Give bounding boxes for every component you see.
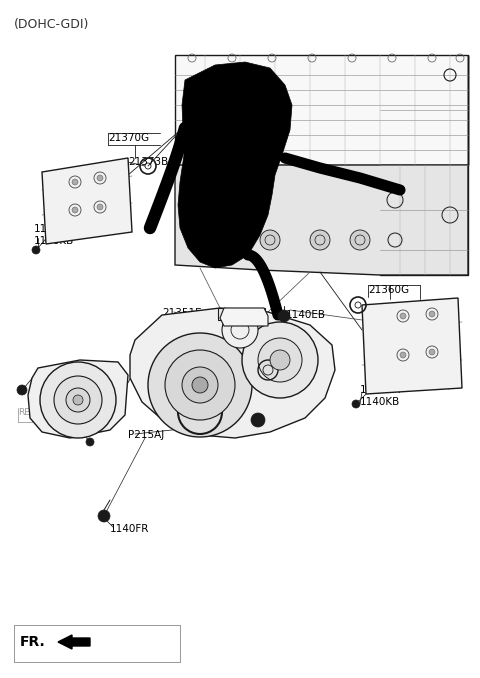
Circle shape [400,352,406,358]
Text: REF.25-251B: REF.25-251B [18,408,74,417]
Polygon shape [175,55,468,165]
Circle shape [222,312,258,348]
Text: 21360G: 21360G [368,285,409,295]
Circle shape [192,377,208,393]
Text: 97179A: 97179A [198,310,238,320]
Circle shape [400,313,406,319]
Polygon shape [28,360,128,438]
Circle shape [66,388,90,412]
Circle shape [73,395,83,405]
Circle shape [98,510,110,522]
Circle shape [32,246,40,254]
FancyArrow shape [58,635,90,649]
Circle shape [72,179,78,185]
Circle shape [310,230,330,250]
Polygon shape [218,308,265,320]
Circle shape [260,230,280,250]
Text: 21373B: 21373B [128,157,168,167]
Text: 1140KB: 1140KB [360,397,400,407]
Circle shape [97,204,103,210]
Circle shape [270,350,290,370]
Text: 25320: 25320 [238,395,271,405]
Text: P215AJ: P215AJ [128,430,164,440]
Polygon shape [130,308,335,438]
Polygon shape [380,55,468,275]
Circle shape [251,413,265,427]
Text: (DOHC-GDI): (DOHC-GDI) [14,18,89,31]
Text: 21370G: 21370G [108,133,149,143]
Polygon shape [175,165,468,275]
Circle shape [54,376,102,424]
Text: FR.: FR. [20,635,46,649]
Circle shape [352,400,360,408]
Text: 1140EM: 1140EM [360,385,402,395]
Circle shape [97,175,103,181]
Circle shape [148,333,252,437]
Text: 21441B: 21441B [246,364,286,374]
Polygon shape [178,62,292,268]
Text: 1140FR: 1140FR [110,524,149,534]
Circle shape [258,338,302,382]
Polygon shape [220,308,268,326]
Circle shape [182,367,218,403]
Circle shape [278,310,290,322]
Text: 21351E: 21351E [162,308,202,318]
Text: 1140AO: 1140AO [34,380,76,390]
Circle shape [40,362,116,438]
Circle shape [242,322,318,398]
Polygon shape [42,158,132,244]
Circle shape [210,230,230,250]
Text: 1140KB: 1140KB [34,236,74,246]
Circle shape [17,385,27,395]
Text: 1140EM: 1140EM [34,224,76,234]
Circle shape [72,207,78,213]
Polygon shape [362,298,462,394]
Circle shape [165,350,235,420]
Circle shape [350,230,370,250]
Circle shape [429,311,435,317]
Circle shape [429,349,435,355]
Circle shape [86,438,94,446]
Text: 21443A: 21443A [390,305,430,315]
Text: 1140EB: 1140EB [286,310,326,320]
